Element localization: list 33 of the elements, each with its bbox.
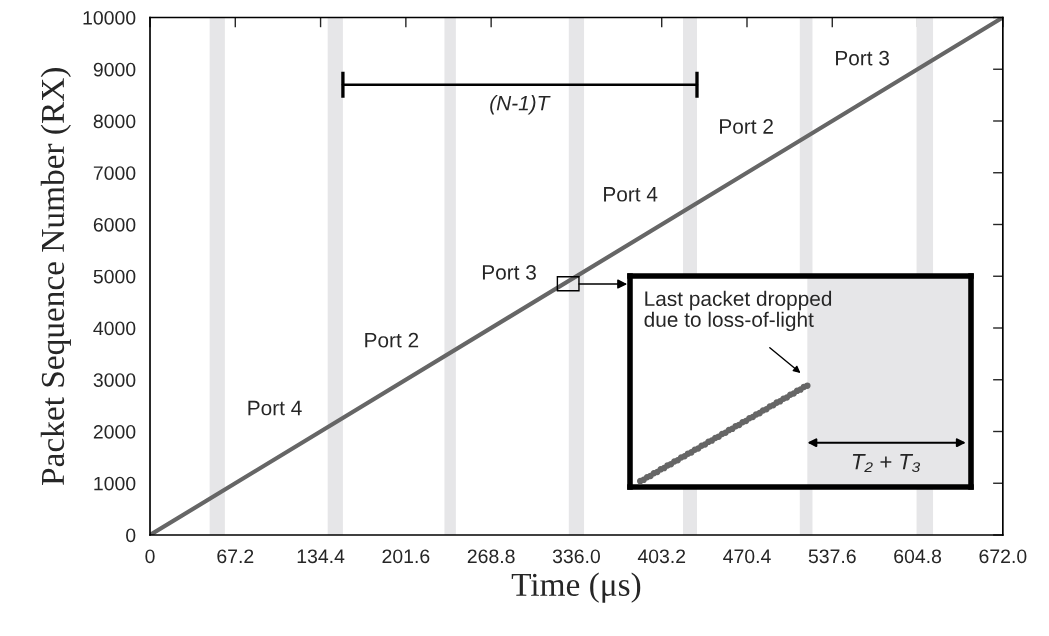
x-tick-label: 336.0	[552, 549, 600, 564]
x-tick-label: 403.2	[637, 549, 686, 564]
y-axis-title: Packet Sequence Number (RX)	[40, 68, 71, 485]
x-tick-label: 134.4	[297, 549, 345, 564]
x-tick-label: 268.8	[467, 549, 515, 564]
y-tick-label: 5000	[93, 269, 136, 284]
x-tick-label: 537.6	[808, 549, 856, 564]
annotation: Port 2	[720, 119, 773, 134]
x-tick-label: 470.4	[723, 549, 771, 564]
annotation: Port 2	[365, 332, 419, 348]
x-tick-label: 67.2	[217, 549, 254, 564]
y-tick-label: 2000	[93, 424, 136, 439]
y-tick-label: 6000	[93, 217, 136, 232]
y-tick-label: 1000	[94, 476, 136, 491]
x-tick-label: 672.0	[979, 549, 1027, 564]
y-tick-label: 0	[126, 528, 136, 543]
annotation: Port 3	[836, 50, 889, 66]
y-tick-label: 8000	[93, 114, 136, 129]
x-axis-title: Time (μs)	[511, 572, 641, 603]
y-tick-label: 10000	[83, 10, 136, 25]
annotation: Last packet dropped due to loss-of-light	[644, 290, 832, 332]
annotation: (N-1)T	[490, 95, 551, 115]
annotation: Port 4	[248, 400, 302, 416]
x-tick-label: 201.6	[382, 549, 430, 564]
y-tick-label: 7000	[93, 166, 136, 180]
x-tick-label: 0	[145, 549, 155, 564]
annotation: T₂ + T₃	[852, 454, 921, 473]
x-tick-label: 604.8	[894, 549, 942, 564]
annotation: Port 3	[482, 265, 536, 280]
y-tick-label: 9000	[93, 62, 136, 77]
y-tick-label: 4000	[93, 321, 136, 336]
y-tick-label: 3000	[93, 373, 136, 387]
annotation: Port 4	[604, 187, 658, 202]
